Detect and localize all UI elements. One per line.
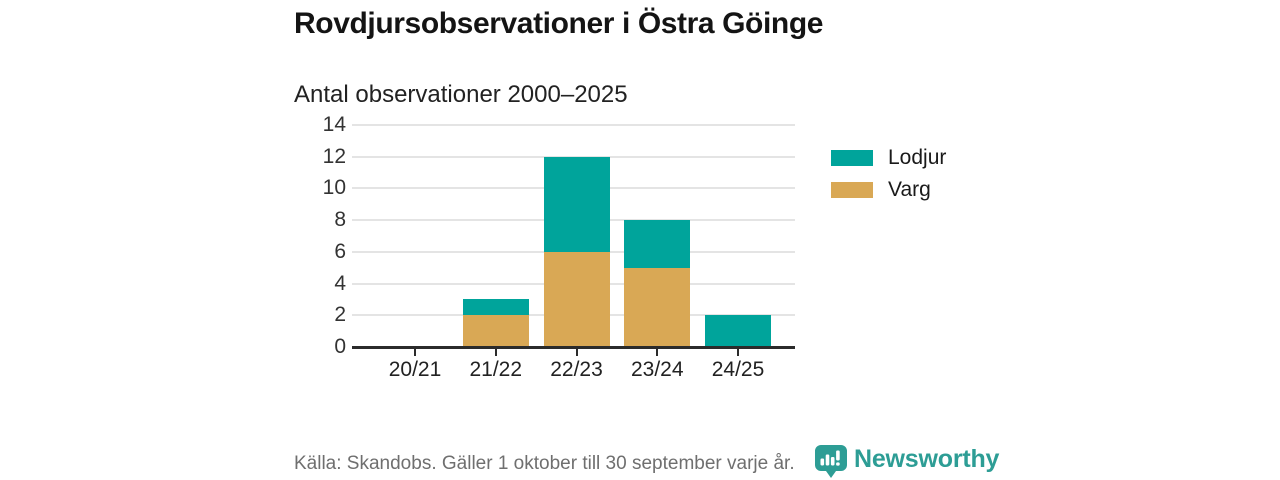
newsworthy-brand-link[interactable]: Newsworthy: [814, 444, 999, 478]
bar-segment-lodjur-24-25: [705, 315, 771, 347]
bar-segment-lodjur-21-22: [462, 299, 529, 316]
bar-segment-varg-21-22: [462, 315, 529, 347]
source-note: Källa: Skandobs. Gäller 1 oktober till 3…: [294, 453, 795, 474]
legend-swatch-lodjur: [831, 150, 873, 166]
y-tick-label: 10: [322, 176, 346, 200]
brand-wordmark: Newsworthy: [854, 444, 1000, 473]
legend-swatch-varg: [831, 182, 873, 198]
x-tick-label: 23/24: [630, 358, 684, 381]
x-tick-mark: [656, 349, 659, 356]
bar-segment-varg-23-24: [624, 267, 691, 347]
bar-segment-lodjur-23-24: [624, 220, 691, 268]
y-tick-label: 8: [334, 208, 346, 232]
legend-label: Lodjur: [888, 146, 947, 169]
plot-area: [352, 124, 795, 347]
legend-item-lodjur: Lodjur: [831, 142, 946, 174]
chart-subtitle: Antal observationer 2000–2025: [294, 81, 628, 108]
newsworthy-logo-icon: [815, 445, 847, 478]
x-tick-mark: [737, 349, 739, 356]
legend-label: Varg: [888, 178, 931, 201]
bar-segment-varg-22-23: [543, 251, 610, 347]
x-tick-label: 20/21: [388, 358, 442, 381]
legend: Lodjur Varg: [831, 142, 946, 206]
x-tick-label: 24/25: [711, 358, 765, 381]
chart-title: Rovdjursobservationer i Östra Göinge: [294, 7, 824, 40]
y-tick-label: 14: [322, 113, 346, 136]
y-tick-label: 0: [334, 335, 346, 358]
x-axis-line: [352, 346, 795, 349]
y-tick-label: 12: [322, 144, 346, 168]
y-tick-label: 2: [334, 303, 346, 327]
x-tick-mark: [575, 349, 578, 356]
x-tick-mark: [494, 349, 497, 356]
x-tick-label: 22/23: [550, 358, 603, 381]
bar-segment-lodjur-22-23: [543, 156, 610, 252]
legend-item-varg: Varg: [831, 174, 946, 206]
gridline: [352, 124, 795, 126]
y-tick-label: 4: [334, 271, 346, 295]
y-tick-label: 6: [334, 239, 346, 263]
x-tick-label: 21/22: [469, 358, 523, 381]
gridline: [352, 155, 795, 158]
x-tick-mark: [414, 349, 416, 356]
